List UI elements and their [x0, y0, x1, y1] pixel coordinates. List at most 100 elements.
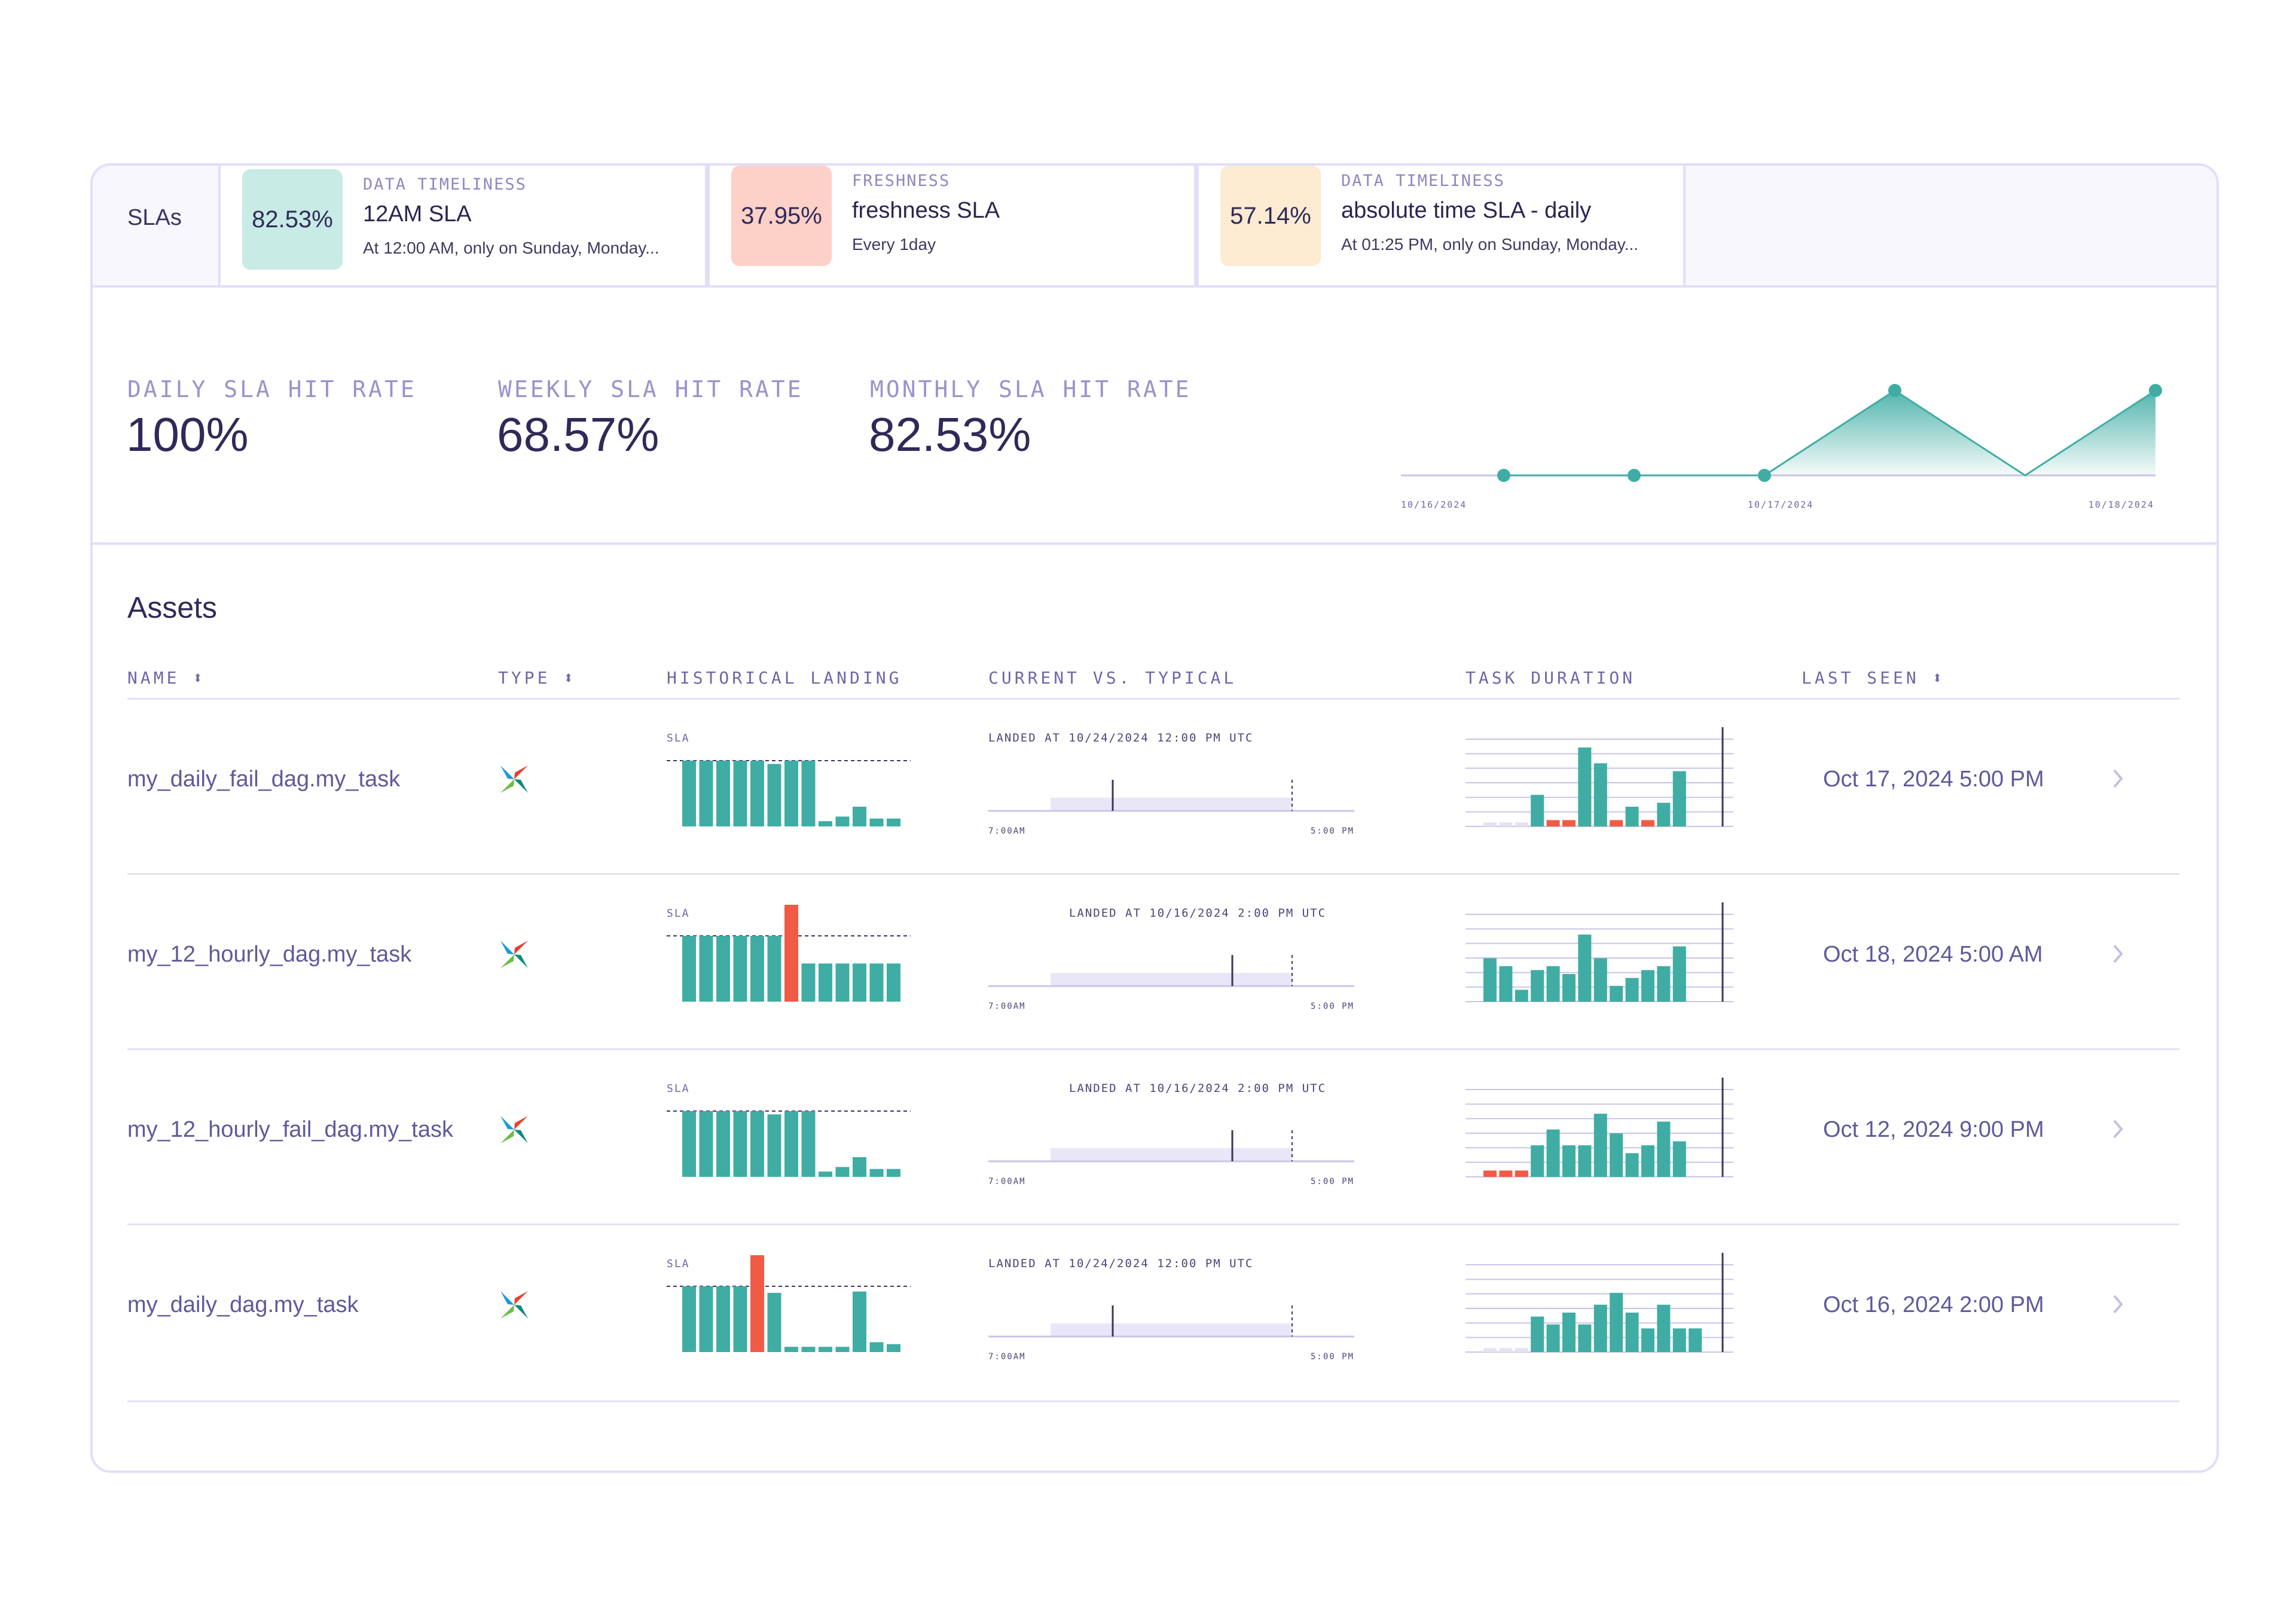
duration-bar — [1610, 985, 1623, 1002]
landing-bar — [716, 936, 730, 1002]
last-seen-value: Oct 17, 2024 5:00 PM — [1823, 767, 2044, 792]
col-last-seen-label: LAST SEEN — [1802, 668, 1919, 688]
typical-band — [1051, 798, 1292, 811]
duration-bar — [1562, 1313, 1576, 1352]
col-last-seen-header[interactable]: LAST SEEN ⬍ — [1802, 668, 1945, 688]
trend-point — [1758, 469, 1771, 482]
duration-bar — [1499, 1348, 1513, 1352]
chevron-right-icon[interactable] — [2111, 942, 2126, 966]
landing-bar — [801, 761, 816, 826]
trend-x-label: 10/17/2024 — [1748, 499, 1813, 510]
trend-x-label: 10/18/2024 — [2089, 499, 2154, 510]
trend-point — [1497, 469, 1510, 482]
landing-bar — [699, 936, 713, 1002]
landing-bar — [801, 1111, 816, 1177]
sla-tab-12am[interactable]: 82.53% DATA TIMELINESS 12AM SLA At 12:00… — [218, 166, 707, 285]
current-vs-typical-chart: LANDED AT 10/24/2024 12:00 PM UTC 7:00AM 5… — [988, 1257, 1354, 1362]
sort-icon[interactable]: ⬍ — [1932, 668, 1946, 688]
timeline-start-label: 7:00AM — [988, 1177, 1026, 1186]
sla-label: SLA — [667, 732, 690, 745]
sla-tab-freshness[interactable]: 37.95% FRESHNESS freshness SLA Every 1da… — [707, 166, 1196, 285]
duration-bar — [1610, 820, 1623, 826]
asset-name[interactable]: my_daily_dag.my_task — [127, 1292, 359, 1317]
landing-bar — [699, 1111, 713, 1177]
landing-bar — [716, 1286, 730, 1352]
sla-card: SLAs 82.53% DATA TIMELINESS 12AM SLA At … — [90, 163, 2219, 1473]
current-vs-typical-chart: LANDED AT 10/16/2024 2:00 PM UTC 7:00AM 5:… — [988, 907, 1354, 1011]
daily-hit-rate-label: DAILY SLA HIT RATE — [127, 376, 417, 402]
landing-bar — [869, 1168, 884, 1177]
landing-bar — [733, 936, 747, 1002]
sla-pct-badge: 82.53% — [242, 169, 343, 270]
landing-bar — [733, 761, 747, 826]
duration-bar — [1610, 1133, 1623, 1177]
table-row[interactable]: my_12_hourly_fail_dag.my_task SLA LANDED… — [127, 1048, 2179, 1225]
last-seen-value: Oct 18, 2024 5:00 AM — [1823, 942, 2043, 967]
asset-name[interactable]: my_12_hourly_fail_dag.my_task — [127, 1117, 453, 1142]
duration-bar — [1625, 807, 1639, 826]
landing-bar — [784, 761, 798, 826]
trend-x-label: 10/16/2024 — [1401, 499, 1467, 510]
duration-bar — [1515, 822, 1528, 826]
timeline-start-label: 7:00AM — [988, 826, 1026, 836]
sla-name: freshness SLA — [852, 198, 1000, 223]
chevron-right-icon[interactable] — [2111, 1117, 2126, 1141]
landing-bar — [887, 1344, 900, 1352]
assets-title: Assets — [127, 591, 218, 624]
col-type-header[interactable]: TYPE ⬍ — [498, 668, 576, 688]
landing-bar — [767, 1293, 781, 1352]
duration-bar — [1578, 934, 1592, 1002]
sla-desc: At 01:25 PM, only on Sunday, Monday... — [1341, 235, 1639, 254]
landing-bar — [784, 905, 798, 1002]
table-row[interactable]: my_daily_fail_dag.my_task SLA LANDED AT … — [127, 698, 2179, 875]
hit-rate-section: DAILY SLA HIT RATE 100% WEEKLY SLA HIT R… — [93, 288, 2216, 545]
sort-icon[interactable]: ⬍ — [563, 668, 577, 688]
landing-bar — [819, 821, 832, 826]
airflow-icon — [500, 1116, 528, 1143]
sla-pct-badge: 37.95% — [731, 166, 832, 266]
weekly-hit-rate-value: 68.57% — [497, 408, 660, 461]
landing-bar — [682, 1111, 696, 1177]
sort-icon[interactable]: ⬍ — [193, 668, 206, 688]
duration-bar — [1625, 1153, 1639, 1177]
duration-bar — [1672, 1141, 1686, 1177]
table-row[interactable]: my_12_hourly_dag.my_task SLA LANDED AT 1… — [127, 873, 2179, 1050]
last-seen-value: Oct 16, 2024 2:00 PM — [1823, 1292, 2044, 1317]
col-type-label: TYPE — [498, 668, 551, 688]
duration-bar — [1578, 1324, 1592, 1352]
landing-bar — [733, 1286, 747, 1352]
duration-bar — [1515, 1348, 1528, 1352]
task-duration-chart — [1465, 727, 1733, 827]
sla-name: 12AM SLA — [363, 202, 472, 227]
duration-bar — [1546, 1324, 1560, 1352]
duration-bar — [1562, 1145, 1576, 1177]
landing-bar — [819, 1171, 832, 1177]
landing-bar — [784, 1111, 798, 1177]
historical-landing-chart: SLA — [667, 1255, 911, 1352]
landing-bar — [869, 1342, 884, 1352]
landing-bar — [869, 963, 884, 1002]
table-row[interactable]: my_daily_dag.my_task SLA LANDED AT 10/24… — [127, 1223, 2179, 1402]
duration-bar — [1562, 974, 1576, 1002]
trend-point — [1628, 469, 1641, 482]
duration-bar — [1657, 1304, 1671, 1352]
duration-bar — [1515, 1170, 1528, 1177]
airflow-icon — [500, 941, 528, 968]
landing-bar — [682, 936, 696, 1002]
duration-bar — [1499, 822, 1513, 826]
duration-bar — [1593, 763, 1607, 826]
sla-tab-absolute-daily[interactable]: 57.14% DATA TIMELINESS absolute time SLA… — [1196, 166, 1686, 285]
asset-name[interactable]: my_daily_fail_dag.my_task — [127, 767, 401, 792]
monthly-hit-rate-value: 82.53% — [869, 408, 1031, 461]
landing-bar — [750, 761, 764, 826]
duration-bar — [1483, 1348, 1497, 1352]
asset-name[interactable]: my_12_hourly_dag.my_task — [127, 942, 412, 967]
duration-bar — [1531, 1145, 1544, 1177]
col-name-header[interactable]: NAME ⬍ — [127, 668, 206, 688]
sla-category: DATA TIMELINESS — [363, 175, 527, 194]
landing-bar — [835, 816, 850, 826]
weekly-hit-rate-label: WEEKLY SLA HIT RATE — [498, 376, 804, 402]
chevron-right-icon[interactable] — [2111, 1292, 2126, 1316]
landing-bar — [819, 1347, 832, 1352]
chevron-right-icon[interactable] — [2111, 767, 2126, 791]
